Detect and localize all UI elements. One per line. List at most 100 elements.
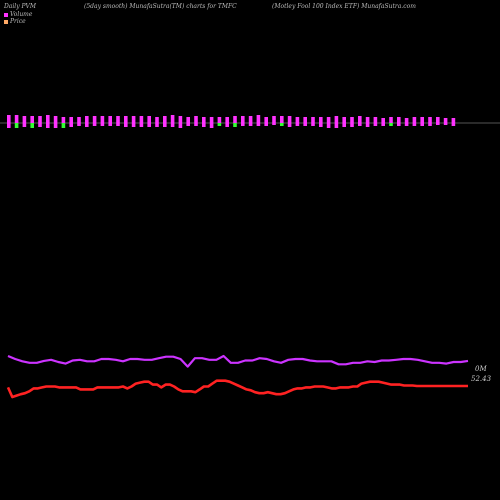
volume-bar-down — [428, 123, 432, 126]
volume-bar-down — [287, 123, 292, 127]
volume-bar-down — [412, 123, 417, 126]
volume-bar-up — [147, 116, 151, 123]
chart-header-left: Daily PVM — [4, 3, 37, 10]
volume-bar-up — [389, 117, 393, 123]
volume-bar-up — [194, 116, 198, 123]
volume-bar-up — [443, 118, 448, 123]
volume-bar-down — [116, 123, 120, 126]
volume-bar-up — [69, 117, 73, 123]
volume-bar-down — [350, 123, 354, 127]
legend-volume-label: Volume — [10, 11, 33, 18]
volume-bar-down — [85, 123, 89, 127]
volume-bar-up — [22, 116, 27, 123]
volume-bar-down — [256, 123, 261, 126]
volume-end-label: 0M — [475, 365, 487, 373]
volume-bar-down — [233, 123, 237, 127]
volume-bar-down — [373, 123, 378, 126]
volume-bar-up — [116, 116, 120, 123]
volume-bar-up — [272, 116, 276, 123]
volume-bar-up — [139, 116, 144, 123]
volume-bar-up — [319, 117, 323, 123]
volume-bars — [7, 115, 456, 128]
volume-bar-down — [131, 123, 136, 127]
volume-bar-up — [14, 115, 19, 123]
volume-bar-down — [342, 123, 346, 127]
volume-bar-down — [53, 123, 58, 128]
volume-bar-down — [61, 123, 66, 128]
volume-bar-down — [217, 123, 222, 126]
volume-bar-down — [147, 123, 151, 127]
volume-bar-down — [311, 123, 315, 126]
volume-bar-up — [358, 116, 362, 123]
volume-bar-up — [124, 116, 128, 123]
legend-price-swatch — [4, 19, 8, 24]
volume-bar-up — [131, 116, 136, 123]
volume-bar-down — [334, 123, 339, 128]
volume-bar-up — [428, 117, 432, 123]
volume-bar-up — [225, 117, 229, 123]
volume-bar-down — [326, 123, 331, 128]
volume-bar-down — [295, 123, 300, 126]
volume-bar-down — [303, 123, 307, 126]
volume-bar-down — [381, 123, 385, 126]
volume-bar-down — [186, 123, 190, 126]
volume-bar-up — [7, 115, 11, 123]
volume-bar-down — [397, 123, 401, 126]
volume-bar-up — [186, 117, 190, 123]
red-line-series — [6, 379, 468, 399]
legend-price-label: Price — [10, 18, 26, 25]
volume-bar-up — [334, 116, 339, 123]
volume-bar-down — [365, 123, 370, 127]
volume-bar-down — [202, 123, 206, 127]
legend-price: Price — [4, 18, 26, 25]
volume-bar-down — [77, 123, 81, 126]
volume-bar-up — [404, 118, 409, 123]
volume-bar-up — [365, 117, 370, 123]
volume-bar-up — [233, 116, 237, 123]
volume-bar-down — [14, 123, 19, 128]
volume-bar-up — [241, 116, 245, 123]
volume-bar-up — [350, 117, 354, 123]
volume-bar-up — [287, 116, 292, 123]
volume-bar-up — [209, 117, 214, 123]
volume-bar-down — [319, 123, 323, 127]
volume-bar-up — [420, 117, 424, 123]
volume-bar-up — [256, 115, 261, 123]
volume-bar-up — [61, 117, 66, 123]
volume-bar-down — [22, 123, 27, 127]
volume-bar-down — [443, 123, 448, 125]
volume-bar-up — [77, 117, 81, 123]
volume-bar-down — [139, 123, 144, 127]
volume-bar-down — [436, 123, 440, 125]
volume-bar-down — [100, 123, 105, 126]
volume-bar-up — [412, 117, 417, 123]
legend-volume: Volume — [4, 11, 32, 18]
volume-bar-up — [100, 116, 105, 123]
volume-bar-up — [92, 116, 97, 123]
volume-bar-down — [69, 123, 73, 127]
volume-bar-down — [92, 123, 97, 126]
volume-bar-up — [163, 116, 167, 123]
volume-bar-down — [280, 123, 284, 126]
volume-bar-up — [397, 117, 401, 123]
price-end-label: 52.43 — [471, 375, 492, 383]
volume-bar-up — [108, 116, 112, 123]
volume-bar-down — [30, 123, 34, 128]
volume-bar-down — [241, 123, 245, 126]
chart-header-right: (Motley Fool 100 Index ETF) MunafaSutra.… — [272, 3, 416, 10]
volume-bar-up — [155, 117, 159, 123]
volume-bar-up — [303, 117, 307, 123]
volume-bar-up — [178, 116, 183, 123]
volume-bar-up — [326, 117, 331, 123]
volume-bar-down — [404, 123, 409, 126]
volume-bar-down — [225, 123, 229, 127]
volume-bar-up — [248, 116, 253, 123]
volume-bar-down — [170, 123, 175, 127]
volume-bar-up — [373, 117, 378, 123]
volume-bar-up — [30, 116, 34, 123]
volume-bar-up — [38, 116, 42, 123]
volume-bar-down — [108, 123, 112, 126]
volume-bar-up — [170, 115, 175, 123]
volume-bar-up — [436, 117, 440, 123]
